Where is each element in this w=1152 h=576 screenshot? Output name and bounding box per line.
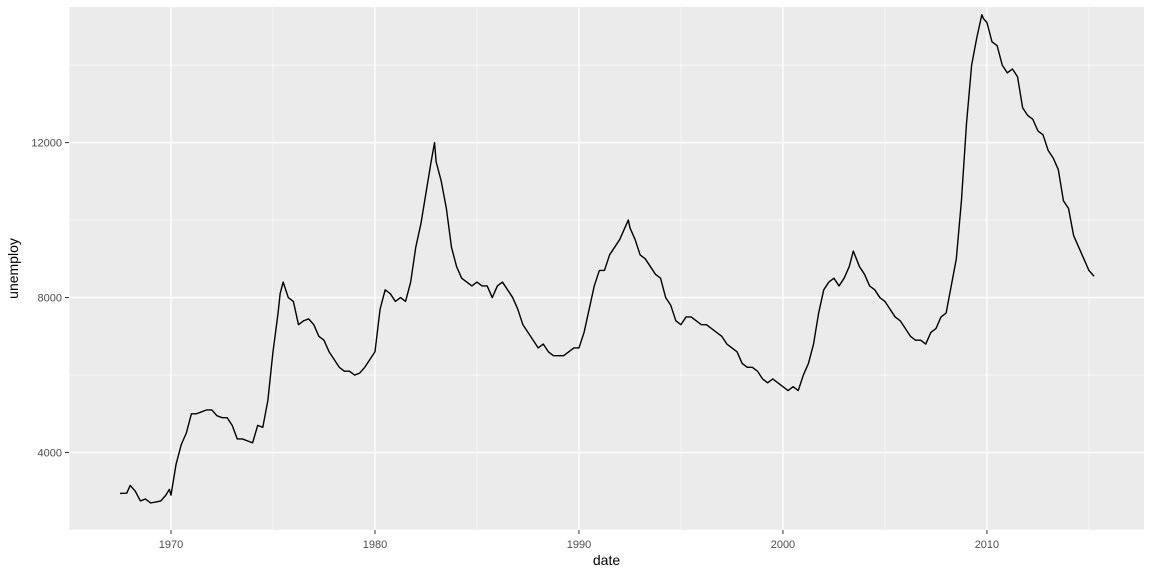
x-axis: 1970 1980 1990 2000 2010 — [159, 530, 999, 551]
y-tick-label: 12000 — [31, 138, 62, 150]
y-axis-title: unemploy — [5, 238, 21, 299]
y-axis: 4000 8000 12000 — [31, 138, 69, 460]
x-tick-label: 1970 — [159, 539, 183, 551]
plot-panel — [69, 7, 1144, 530]
x-axis-title: date — [593, 552, 620, 568]
x-tick-label: 1990 — [567, 539, 591, 551]
series-line-unemploy — [119, 14, 1095, 504]
major-gridlines — [69, 7, 1144, 530]
y-tick-label: 4000 — [38, 448, 62, 460]
y-tick-label: 8000 — [38, 293, 62, 305]
minor-gridlines — [68, 7, 1144, 531]
x-tick-label: 2000 — [771, 539, 795, 551]
x-tick-label: 2010 — [975, 539, 999, 551]
x-tick-label: 1980 — [363, 539, 387, 551]
